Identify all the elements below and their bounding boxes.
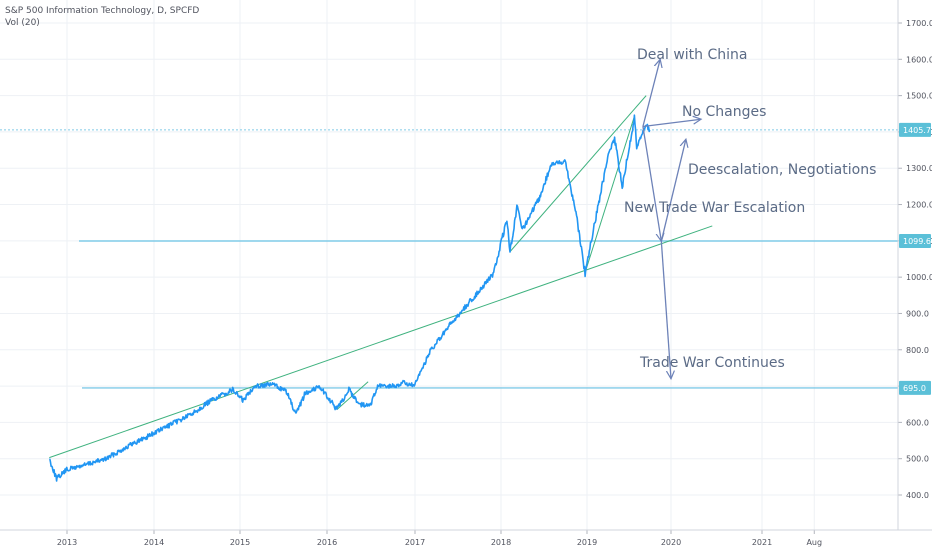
- grid: [0, 0, 898, 530]
- y-tick-label: 1200.0: [906, 201, 932, 210]
- annotation-trade-war-continues[interactable]: Trade War Continues: [639, 355, 785, 371]
- trendline[interactable]: [584, 116, 635, 273]
- scenario-arrows[interactable]: [642, 59, 701, 379]
- annotation-deal-with-china[interactable]: Deal with China: [637, 47, 747, 63]
- y-tick-label: 1700.0: [906, 19, 932, 28]
- price-badge-label: 1405.7: [903, 126, 931, 135]
- symbol-legend[interactable]: S&P 500 Information Technology, D, SPCFD: [5, 6, 200, 16]
- y-tick-label: 1300.0: [906, 164, 932, 173]
- y-tick-label: 800.0: [906, 346, 929, 355]
- price-badge: [899, 380, 931, 395]
- y-tick-label: 1600.0: [906, 55, 932, 64]
- price-badge: [899, 233, 931, 248]
- scenario-arrow[interactable]: [660, 139, 686, 242]
- y-tick-label: 600.0: [906, 418, 929, 427]
- annotation-new-escalation[interactable]: New Trade War Escalation: [624, 200, 805, 216]
- y-tick-label: 900.0: [906, 309, 929, 318]
- x-tick-label: 2017: [405, 538, 425, 547]
- scenario-arrow[interactable]: [642, 59, 660, 127]
- trendline[interactable]: [49, 225, 713, 459]
- trendlines[interactable]: [49, 95, 713, 459]
- x-tick-label: Aug: [806, 538, 822, 547]
- scenario-arrow[interactable]: [642, 119, 701, 128]
- annotation-deescalation[interactable]: Deescalation, Negotiations: [688, 162, 876, 178]
- trendline[interactable]: [509, 95, 647, 253]
- scenario-arrow[interactable]: [642, 126, 661, 241]
- annotation-no-changes[interactable]: No Changes: [682, 104, 766, 120]
- x-tick-label: 2019: [577, 538, 597, 547]
- x-tick-label: 2021: [752, 538, 772, 547]
- volume-legend[interactable]: Vol (20): [5, 18, 40, 28]
- annotations: Deal with China No Changes Deescalation, N…: [624, 47, 876, 371]
- y-tick-label: 500.0: [906, 455, 929, 464]
- price-axis[interactable]: 400.0500.0600.0700.0800.0900.01000.01100…: [897, 0, 932, 530]
- x-tick-label: 2020: [661, 538, 681, 547]
- y-tick-label: 400.0: [906, 491, 929, 500]
- y-tick-label: 1500.0: [906, 92, 932, 101]
- x-tick-label: 2015: [230, 538, 250, 547]
- x-tick-label: 2016: [317, 538, 337, 547]
- price-series: [49, 114, 651, 482]
- scenario-arrow[interactable]: [660, 241, 671, 379]
- x-tick-label: 2018: [491, 538, 511, 547]
- price-line: [49, 114, 651, 482]
- y-tick-label: 1000.0: [906, 273, 932, 282]
- horizontal-levels: [0, 129, 898, 389]
- price-badge: [899, 122, 931, 137]
- x-tick-label: 2013: [57, 538, 77, 547]
- price-badge-label: 1099.6: [903, 237, 931, 246]
- time-axis[interactable]: 2013 2014 2015 2016 2017 2018 2019 2020 2021 Aug: [0, 529, 932, 547]
- price-badge-label: 695.0: [903, 384, 926, 393]
- x-tick-label: 2014: [144, 538, 164, 547]
